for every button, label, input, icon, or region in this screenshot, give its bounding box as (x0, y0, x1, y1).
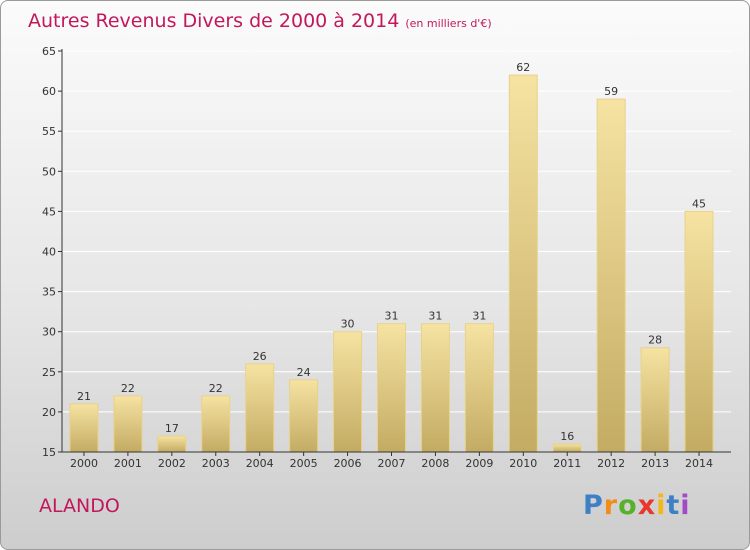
bar (245, 363, 275, 453)
y-tick-label: 65 (42, 45, 56, 58)
x-tick-label: 2002 (158, 457, 186, 470)
logo-letter: i (656, 490, 667, 521)
data-label: 62 (516, 61, 530, 74)
axes (58, 49, 731, 456)
logo-letter: x (637, 490, 657, 521)
bar (201, 395, 231, 453)
bar (377, 323, 406, 453)
bar (420, 323, 450, 453)
x-tick-label: 2007 (378, 457, 406, 470)
chart-title-text: Autres Revenus Divers de 2000 à 2014 (28, 10, 400, 32)
data-label: 31 (385, 310, 399, 323)
logo-letter: P (583, 490, 604, 521)
x-tick-label: 2000 (70, 457, 98, 470)
commune-name: ALANDO (39, 495, 120, 517)
data-label: 31 (428, 310, 442, 323)
logo-letter: i (680, 490, 691, 521)
data-label: 22 (209, 382, 223, 395)
y-tick-label: 45 (42, 205, 56, 218)
y-tick-label: 60 (42, 85, 56, 98)
data-label: 24 (297, 366, 311, 379)
logo-letter: t (666, 490, 681, 521)
x-tick-label: 2004 (246, 457, 274, 470)
bar (552, 443, 582, 453)
bar (113, 395, 143, 453)
chart-subtitle: (en milliers d'€) (405, 17, 492, 30)
x-tick-label: 2014 (685, 457, 713, 470)
data-label: 21 (77, 390, 91, 403)
y-tick-label: 40 (42, 246, 56, 259)
x-tick-label: 2008 (421, 457, 449, 470)
bar (333, 331, 363, 453)
labels: 15 20 25 30 35 40 45 50 55 60 65 21 2000 22 2001 17 2002… (42, 45, 713, 470)
x-tick-label: 2010 (509, 457, 537, 470)
x-tick-label: 2003 (202, 457, 230, 470)
y-tick-label: 20 (42, 406, 56, 419)
y-tick-label: 25 (42, 366, 56, 379)
bar (464, 323, 494, 453)
data-label: 17 (165, 422, 179, 435)
data-label: 16 (560, 430, 574, 443)
x-tick-label: 2001 (114, 457, 142, 470)
chart-title: Autres Revenus Divers de 2000 à 2014 (en … (28, 10, 492, 32)
data-label: 45 (692, 197, 706, 210)
y-tick-label: 55 (42, 125, 56, 138)
proxiti-logo: Proxiti (583, 490, 691, 521)
bar (640, 347, 670, 453)
x-tick-label: 2012 (597, 457, 625, 470)
x-tick-label: 2013 (641, 457, 669, 470)
logo-letter: o (618, 490, 638, 521)
logo-letter: r (603, 490, 619, 521)
bar (157, 435, 187, 453)
data-label: 22 (121, 382, 135, 395)
bar (508, 74, 538, 453)
data-label: 30 (341, 318, 355, 331)
x-tick-label: 2005 (290, 457, 318, 470)
data-label: 28 (648, 334, 662, 347)
x-tick-label: 2011 (553, 457, 581, 470)
y-tick-label: 35 (42, 286, 56, 299)
bar (69, 403, 99, 453)
data-label: 31 (472, 310, 486, 323)
bar (289, 379, 319, 453)
x-tick-label: 2009 (465, 457, 493, 470)
bar (596, 98, 626, 453)
y-tick-label: 15 (42, 446, 56, 459)
y-tick-label: 30 (42, 326, 56, 339)
data-label: 26 (253, 350, 267, 363)
data-label: 59 (604, 85, 618, 98)
bar (684, 210, 714, 453)
x-tick-label: 2006 (334, 457, 362, 470)
y-tick-label: 50 (42, 165, 56, 178)
